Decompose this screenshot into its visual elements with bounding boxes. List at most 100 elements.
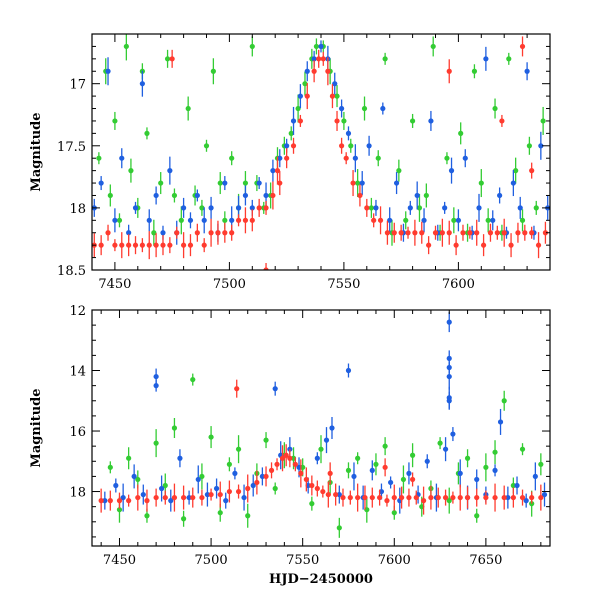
top-data-point [339, 143, 345, 149]
top-data-point [519, 217, 526, 223]
bottom-data-point [208, 491, 214, 498]
bottom-data-point [474, 476, 480, 483]
bottom-data-point [283, 452, 289, 458]
bottom-data-point [217, 510, 223, 516]
top-y-tick-label: 17.5 [57, 140, 86, 155]
bottom-data-point [446, 373, 452, 380]
bottom-data-point [483, 464, 489, 470]
bottom-data-point [223, 498, 229, 504]
bottom-data-point [399, 494, 405, 501]
bottom-data-point [120, 494, 126, 501]
bottom-data-point [483, 494, 489, 501]
bottom-data-point [199, 473, 205, 480]
top-data-point [485, 217, 491, 223]
bottom-data-point [406, 494, 412, 501]
top-data-point [430, 43, 436, 50]
top-data-point [270, 168, 276, 174]
top-data-point [426, 242, 432, 248]
top-data-point [302, 81, 308, 87]
top-data-point [446, 230, 452, 236]
bottom-data-point [113, 482, 119, 489]
bottom-data-point [446, 355, 452, 362]
top-data-point [359, 180, 365, 186]
top-data-point [494, 230, 500, 236]
bottom-data-point [442, 494, 449, 501]
top-data-point [164, 56, 171, 62]
top-axis-ticks: 7450 7500 7550 7600 17 17.5 18 18.5 [57, 33, 551, 292]
top-data-point [382, 56, 388, 62]
bottom-data-point [168, 498, 174, 504]
top-data-point [529, 168, 535, 174]
bottom-data-point [98, 498, 104, 504]
bottom-data-point [195, 476, 201, 483]
top-data-point [428, 118, 434, 124]
top-data-point [123, 43, 129, 50]
bottom-data-point [309, 482, 315, 489]
bottom-data-point [131, 473, 137, 480]
bottom-data-point [177, 455, 183, 461]
top-data-point [421, 217, 427, 223]
top-data-point [524, 68, 530, 74]
top-data-point [222, 230, 228, 236]
bottom-data-point [362, 494, 368, 501]
bottom-data-point [333, 491, 339, 498]
bottom-data-point [505, 494, 511, 501]
bottom-data-point [102, 498, 108, 504]
top-data-point [414, 192, 420, 199]
top-data-point [391, 230, 397, 236]
top-data-point [478, 180, 484, 186]
top-data-point [139, 81, 145, 87]
bottom-data-point [226, 461, 232, 467]
bottom-data-point [181, 516, 187, 522]
top-data-point [203, 143, 210, 149]
bottom-data-point [259, 473, 265, 480]
bottom-data-point [213, 485, 220, 492]
bottom-data-point [329, 425, 335, 431]
top-data-point [167, 242, 173, 248]
top-data-point [171, 192, 178, 199]
top-data-point [396, 168, 402, 174]
top-data-point [334, 93, 340, 99]
top-data-point [185, 105, 191, 112]
bottom-y-tick-label: 16 [69, 425, 86, 440]
top-data-point [432, 230, 439, 236]
top-data-point [263, 267, 269, 270]
top-data-point [460, 230, 466, 236]
top-data-point [132, 205, 139, 211]
top-data-point [334, 118, 340, 124]
bottom-plot-frame [91, 309, 551, 547]
top-data-point [384, 230, 391, 236]
bottom-x-tick-label: 7450 [103, 553, 136, 568]
bottom-data-point [446, 498, 452, 504]
top-data-point [517, 205, 523, 211]
bottom-data-point [384, 498, 390, 504]
bottom-data-point [153, 373, 159, 380]
top-data-point [341, 118, 347, 124]
bottom-data-point [263, 473, 269, 480]
bottom-data-point [107, 498, 113, 504]
x-axis-label: HJD−2450000 [269, 572, 373, 587]
bottom-light-curve-panel: 7450 7500 7550 7600 7650 12 14 16 18 Magnitude H… [29, 304, 551, 587]
top-data-point [380, 105, 386, 112]
top-data-point [526, 143, 532, 149]
bottom-data-point [424, 458, 430, 464]
top-data-point [290, 143, 297, 149]
top-data-point [542, 230, 549, 236]
top-data-point [222, 180, 228, 186]
top-data-point [263, 205, 269, 211]
top-data-point [290, 118, 297, 124]
bottom-data-point [327, 470, 333, 476]
top-data-point [201, 217, 207, 223]
top-data-point [132, 242, 139, 248]
top-data-point [256, 205, 262, 211]
bottom-data-point [190, 376, 196, 383]
bottom-data-point [250, 482, 256, 489]
top-data-point [160, 230, 166, 236]
top-data-point [442, 205, 448, 211]
top-data-point [153, 242, 159, 248]
top-data-point [407, 205, 413, 211]
bottom-data-point [529, 501, 535, 507]
top-data-point [311, 68, 317, 74]
top-data-point [325, 68, 331, 74]
bottom-data-point [171, 494, 178, 501]
